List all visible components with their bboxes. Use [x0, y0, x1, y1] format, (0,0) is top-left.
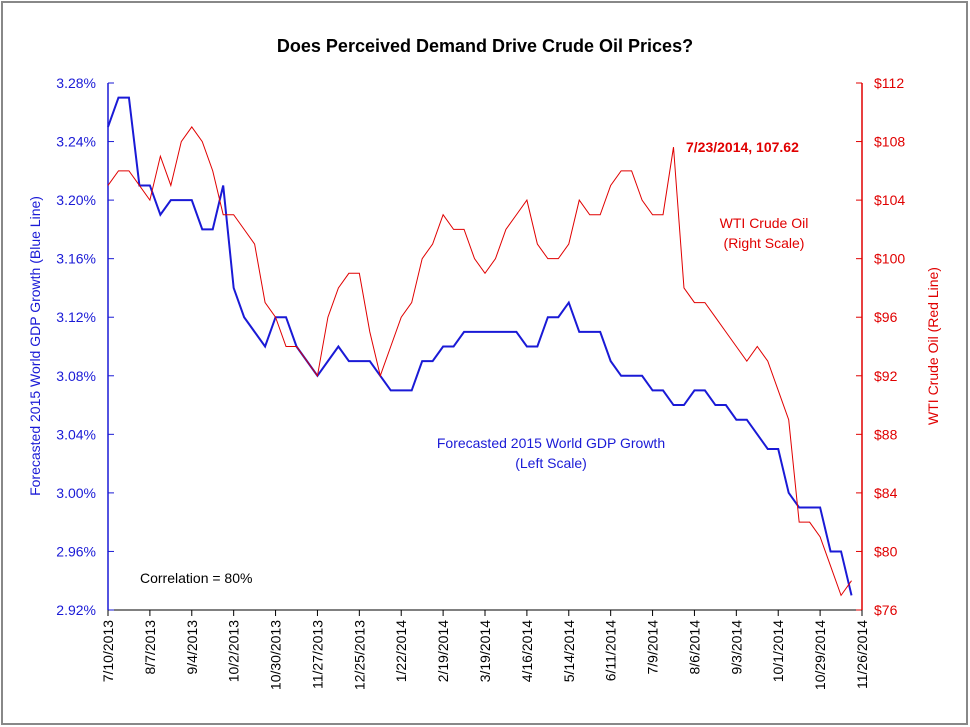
y2-tick-label: $80	[874, 543, 898, 559]
annotation: 7/23/2014, 107.62	[686, 139, 799, 155]
x-tick-label: 11/27/2013	[309, 620, 325, 689]
y2-tick-label: $112	[874, 75, 904, 91]
x-tick-label: 10/30/2013	[268, 620, 284, 690]
y-tick-label: 3.04%	[56, 426, 96, 442]
y2-tick-label: $76	[874, 602, 898, 618]
x-tick-label: 1/22/2014	[393, 620, 409, 682]
x-tick-label: 9/4/2013	[184, 620, 200, 675]
annotation: (Right Scale)	[724, 235, 805, 251]
y-tick-label: 3.20%	[56, 192, 96, 208]
y2-tick-label: $96	[874, 309, 898, 325]
y2-axis-label: WTI Crude Oil (Red Line)	[925, 267, 941, 425]
y-tick-label: 2.92%	[56, 602, 96, 618]
y-tick-label: 3.00%	[56, 485, 96, 501]
x-tick-label: 7/10/2013	[100, 620, 116, 682]
x-tick-label: 9/3/2014	[728, 620, 744, 675]
annotation: Forecasted 2015 World GDP Growth	[437, 435, 665, 451]
annotation: (Left Scale)	[515, 455, 587, 471]
x-tick-label: 11/26/2014	[854, 620, 870, 689]
chart-title: Does Perceived Demand Drive Crude Oil Pr…	[277, 36, 693, 56]
x-tick-label: 3/19/2014	[477, 620, 493, 682]
y-tick-label: 3.16%	[56, 251, 96, 267]
x-tick-label: 10/29/2014	[812, 620, 828, 690]
series-line	[107, 96, 853, 596]
y-tick-label: 3.08%	[56, 368, 96, 384]
y2-tick-label: $84	[874, 485, 898, 501]
x-tick-label: 8/7/2013	[142, 620, 158, 675]
x-tick-label: 5/14/2014	[561, 620, 577, 682]
annotation: WTI Crude Oil	[720, 215, 809, 231]
x-tick-label: 8/6/2014	[686, 620, 702, 675]
x-tick-label: 6/11/2014	[603, 620, 619, 681]
x-tick-label: 4/16/2014	[519, 620, 535, 682]
y-axis-label: Forecasted 2015 World GDP Growth (Blue L…	[27, 196, 43, 496]
x-tick-label: 2/19/2014	[435, 620, 451, 682]
series-line	[107, 126, 852, 597]
y2-tick-label: $92	[874, 368, 898, 384]
y2-tick-label: $100	[874, 251, 905, 267]
x-tick-label: 10/2/2013	[226, 620, 242, 682]
y-tick-label: 3.24%	[56, 134, 96, 150]
annotation: Correlation = 80%	[140, 570, 252, 586]
x-tick-label: 12/25/2013	[351, 620, 367, 690]
y2-tick-label: $88	[874, 426, 898, 442]
y2-tick-label: $108	[874, 134, 905, 150]
y-tick-label: 3.12%	[56, 309, 96, 325]
y2-tick-label: $104	[874, 192, 905, 208]
x-tick-label: 10/1/2014	[770, 620, 786, 682]
y-tick-label: 2.96%	[56, 543, 96, 559]
y-tick-label: 3.28%	[56, 75, 96, 91]
x-tick-label: 7/9/2014	[645, 620, 661, 675]
